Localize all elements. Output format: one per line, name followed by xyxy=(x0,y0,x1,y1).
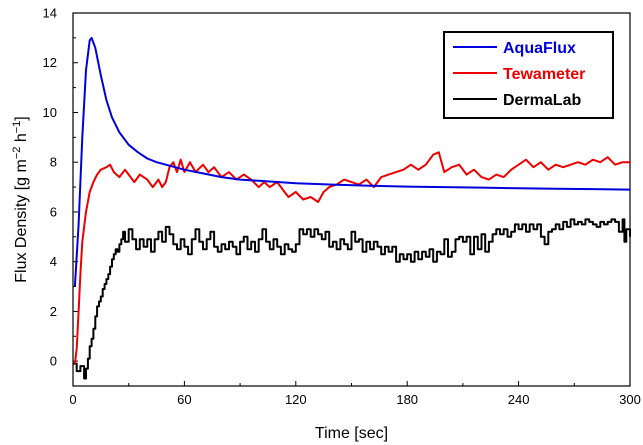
y-tick-label: 2 xyxy=(50,304,57,319)
legend-label: DermaLab xyxy=(503,92,581,109)
x-tick-label: 0 xyxy=(69,392,76,407)
chart-legend: AquaFlux Tewameter DermaLab xyxy=(443,31,614,119)
x-tick-label: 300 xyxy=(619,392,641,407)
y-tick-label: 6 xyxy=(50,204,57,219)
y-axis-title-exp2: −1 xyxy=(11,121,23,134)
y-tick-label: 8 xyxy=(50,155,57,170)
y-axis-title-exp1: −2 xyxy=(11,147,23,160)
series-line-dermalab xyxy=(73,218,631,380)
y-axis-title: Flux Density [g m−2 h−1] xyxy=(11,116,30,282)
y-axis-title-close: ] xyxy=(13,116,30,120)
x-tick-label: 180 xyxy=(396,392,418,407)
x-axis-ticks: 0 60 120 180 240 300 xyxy=(69,381,641,407)
legend-label: Tewameter xyxy=(503,66,585,83)
y-tick-label: 10 xyxy=(43,105,57,120)
series-lines xyxy=(73,36,631,380)
y-tick-label: 0 xyxy=(50,354,57,369)
y-axis-title-main: Flux Density [g m xyxy=(13,159,30,283)
x-tick-label: 240 xyxy=(508,392,530,407)
series-line-tewameter xyxy=(73,151,630,364)
y-tick-label: 4 xyxy=(50,254,57,269)
x-tick-label: 60 xyxy=(177,392,191,407)
legend-label: AquaFlux xyxy=(503,40,576,57)
x-axis-title: Time [sec] xyxy=(315,425,388,442)
series-line-aquaflux xyxy=(73,36,631,287)
x-tick-label: 120 xyxy=(285,392,307,407)
y-axis-title-mid: h xyxy=(13,133,30,146)
y-tick-label: 12 xyxy=(43,55,57,70)
y-axis-ticks: 0 2 4 6 8 10 12 14 xyxy=(43,6,78,369)
y-tick-label: 14 xyxy=(43,6,57,21)
